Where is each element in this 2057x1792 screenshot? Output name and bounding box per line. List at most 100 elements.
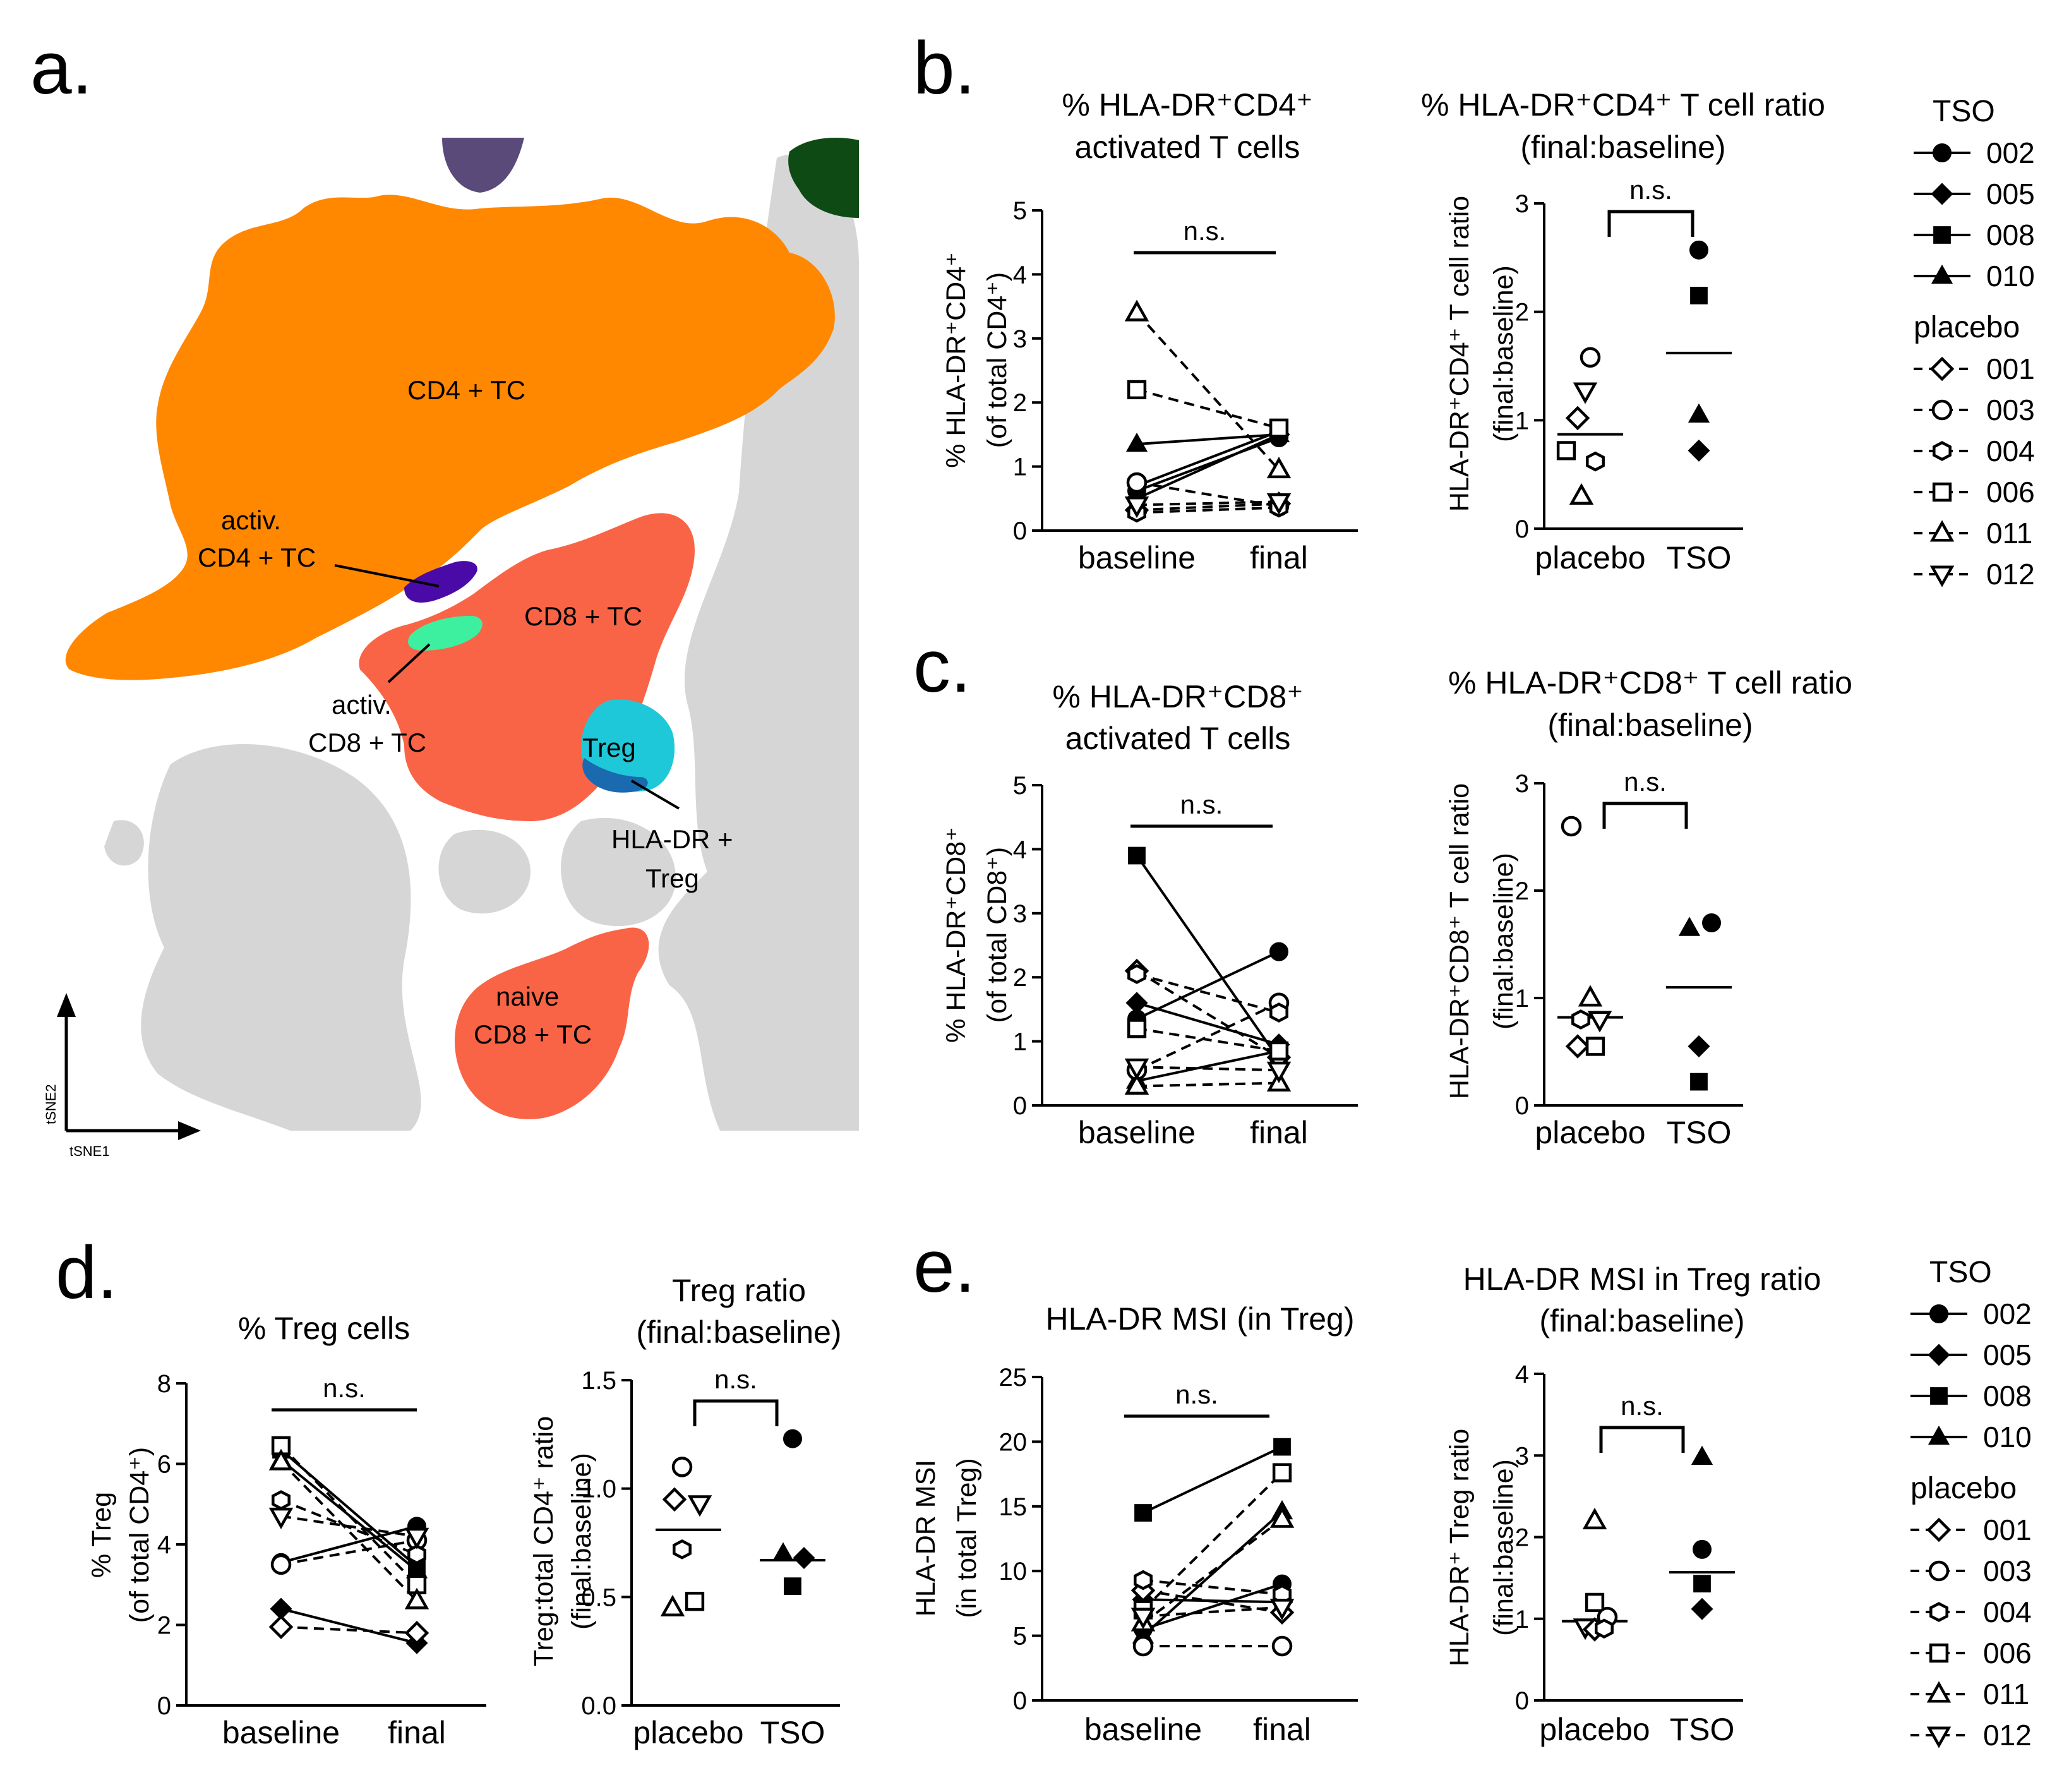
y-axis-label: HLA-DR⁺CD8⁺ T cell ratio	[1444, 783, 1475, 1099]
point-012	[404, 1527, 429, 1549]
chart-b-left: % HLA-DR⁺CD4⁺ activated T cells % HLA-DR⁺C…	[941, 87, 1358, 575]
legend-item-label: 011	[1983, 1678, 2029, 1711]
significance-bracket	[1599, 1426, 1685, 1453]
y-tick-label: 0	[1013, 517, 1027, 545]
y-tick-label: 2	[1515, 877, 1529, 905]
legend-marker-004	[1929, 1602, 1948, 1622]
x-category-label: baseline	[1084, 1712, 1202, 1747]
point-011	[1582, 1507, 1607, 1530]
point-003	[1132, 1635, 1154, 1657]
significance-label: n.s.	[1624, 767, 1667, 797]
legend-item-label: 005	[1983, 1338, 2032, 1371]
point-011	[1269, 1506, 1295, 1528]
y-tick-label: 0	[1013, 1092, 1027, 1120]
y-tick-label: 0	[1515, 515, 1529, 543]
series-line-010	[280, 1458, 418, 1572]
label-cd8-tc: CD8 + TC	[524, 601, 642, 631]
series-line-004	[1142, 1579, 1283, 1596]
panel-letter-b: b.	[913, 27, 975, 110]
y-tick-label: 2	[1013, 389, 1027, 417]
tsne-cluster-other	[104, 820, 144, 866]
y-tick-label: 2	[157, 1612, 171, 1640]
significance-bracket	[1607, 210, 1694, 237]
y-axis-label: (final:baseline)	[1489, 265, 1519, 442]
significance-bracket	[1602, 802, 1688, 829]
label-cd4-tc: CD4 + TC	[407, 375, 525, 405]
point-008	[784, 1577, 801, 1596]
chart-title: % HLA-DR⁺CD8⁺	[1052, 679, 1303, 714]
significance-label: n.s.	[1175, 1380, 1218, 1409]
point-001	[662, 1487, 687, 1512]
x-category-label: TSO	[1667, 540, 1732, 575]
y-tick-label: 25	[999, 1364, 1028, 1392]
y-tick-label: 5	[1013, 1623, 1027, 1651]
series-line-001	[280, 1625, 417, 1635]
point-010	[1125, 432, 1148, 452]
point-001	[404, 1620, 429, 1645]
series-line-002	[280, 1525, 417, 1564]
point-004	[1269, 1002, 1288, 1023]
series-line-005	[280, 1608, 417, 1645]
legend-marker-006	[1932, 482, 1952, 502]
legend-marker-003	[1931, 399, 1953, 421]
series-line-010	[1142, 1510, 1283, 1637]
legend-marker-008	[1930, 1387, 1948, 1405]
legend-1: TSO 002 005 008 010 placebo 001 003 004 006 011 012	[1914, 95, 2035, 591]
point-005	[793, 1547, 815, 1570]
legend-marker-001	[1929, 356, 1955, 382]
legend-marker-002	[1933, 143, 1952, 162]
point-002	[783, 1429, 802, 1448]
y-tick-label: 0	[1515, 1687, 1529, 1715]
legend-marker-010	[1928, 1425, 1950, 1445]
chart-e-left: HLA-DR MSI (in Treg) HLA-DR MSI (in total …	[911, 1301, 1358, 1747]
tsne-axis-x-label: tSNE1	[69, 1143, 110, 1159]
tsne-cluster-hla-treg	[582, 758, 648, 793]
y-tick-label: 1	[1013, 454, 1027, 481]
legend-marker-005	[1928, 1344, 1950, 1366]
y-tick-label: 4	[1013, 261, 1027, 289]
x-category-label: baseline	[1078, 540, 1196, 575]
panel-letter-c: c.	[913, 625, 971, 708]
tsne-cluster-other	[141, 743, 421, 1131]
x-category-label: final	[1250, 540, 1308, 575]
legend-marker-005	[1931, 183, 1953, 205]
charts-layer: % HLA-DR⁺CD4⁺activated T cells% HLA-DR⁺C…	[87, 87, 1852, 1750]
y-tick-label: 15	[999, 1493, 1028, 1521]
point-006	[1269, 418, 1289, 438]
tsne-cluster-activ-cd4	[404, 561, 477, 603]
point-005	[1125, 992, 1148, 1014]
point-004	[1571, 1009, 1590, 1030]
point-011	[660, 1594, 685, 1616]
series-line-006	[1142, 1472, 1283, 1611]
tsne-cluster-naive-cd8	[455, 927, 649, 1119]
tsne-cluster-activ-cd8	[408, 616, 483, 651]
series-line-008	[280, 1448, 418, 1568]
legends-layer: TSO 002 005 008 010 placebo 001 003 004 006 011 012…	[1910, 95, 2035, 1752]
point-010	[1688, 403, 1710, 423]
tsne-cluster-darkgreen	[788, 137, 859, 218]
point-001	[1565, 406, 1590, 431]
y-tick-label: 2	[1013, 964, 1027, 992]
point-003	[270, 1554, 292, 1575]
point-011	[268, 1448, 294, 1470]
point-008	[1690, 1073, 1708, 1091]
x-category-label: TSO	[760, 1715, 825, 1750]
y-tick-label: 4	[1515, 1361, 1529, 1388]
legend-item-label: 005	[1986, 177, 2035, 210]
series-line-008	[1142, 1445, 1283, 1514]
y-tick-label: 1	[1013, 1028, 1027, 1056]
label-hla-treg-line2: Treg	[645, 863, 699, 893]
chart-title: (final:baseline)	[636, 1314, 841, 1350]
significance-label: n.s.	[1180, 790, 1223, 819]
point-012	[1266, 1061, 1292, 1083]
legend-item-label: 010	[1986, 260, 2035, 292]
significance-bracket	[693, 1399, 779, 1426]
label-naive-cd8-line2: CD8 + TC	[474, 1019, 592, 1049]
point-003	[671, 1457, 693, 1477]
series-line-008	[1136, 855, 1280, 1061]
legend-item-label: 002	[1983, 1297, 2032, 1330]
legend-item-label: 006	[1986, 476, 2035, 508]
y-axis-label: (of total CD4⁺)	[982, 272, 1012, 448]
x-category-label: baseline	[1078, 1115, 1196, 1150]
tsne-axis-y-arrowhead	[57, 993, 76, 1017]
